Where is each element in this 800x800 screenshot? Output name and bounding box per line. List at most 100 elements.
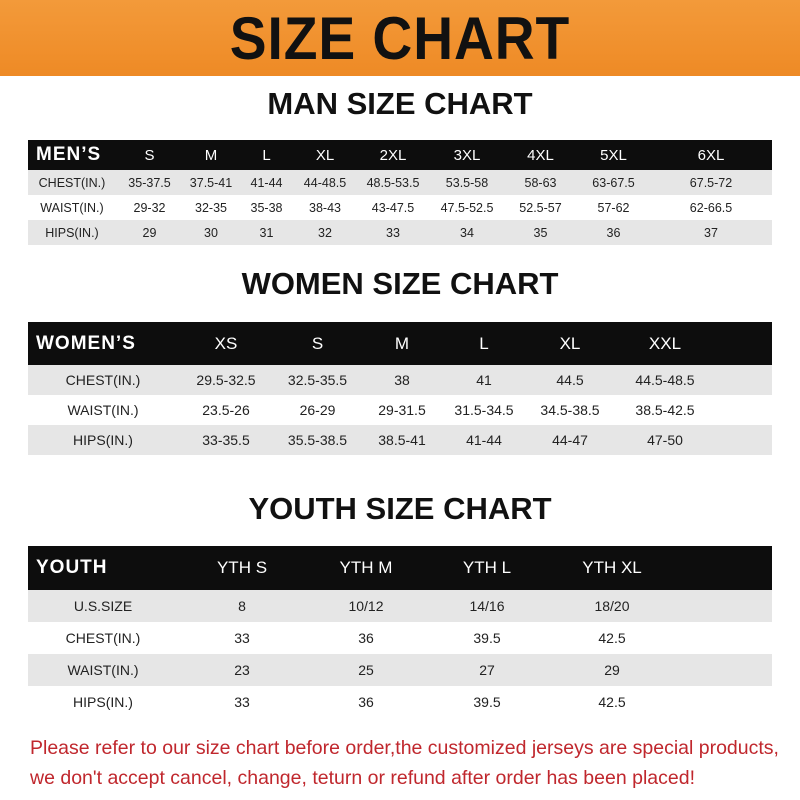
cell-value: 35 xyxy=(504,220,577,245)
table-header-label: WOMEN’S xyxy=(28,322,178,365)
cell-value: 29 xyxy=(548,654,676,686)
size-header: YTH XL xyxy=(548,546,676,590)
row-label: HIPS(IN.) xyxy=(28,425,178,455)
size-header: XS xyxy=(178,322,274,365)
youth-section-title: YOUTH SIZE CHART xyxy=(248,491,552,526)
cell-value: 41 xyxy=(443,365,525,395)
table-row: CHEST(IN.) 33 36 39.5 42.5 xyxy=(28,622,772,654)
row-label: WAIST(IN.) xyxy=(28,195,116,220)
table-header-label: MEN’S xyxy=(28,140,116,170)
cell-value: 34 xyxy=(430,220,504,245)
cell-value: 48.5-53.5 xyxy=(356,170,430,195)
table-row: CHEST(IN.) 29.5-32.5 32.5-35.5 38 41 44.5 44.5… xyxy=(28,365,772,395)
size-header: XL xyxy=(294,140,356,170)
cell-value: 38.5-41 xyxy=(361,425,443,455)
men-size-table: MEN’S S M L XL 2XL 3XL 4XL 5XL 6XL CHEST(IN.) 35-37… xyxy=(28,140,772,245)
cell-value: 23.5-26 xyxy=(178,395,274,425)
cell-value: 39.5 xyxy=(426,622,548,654)
cell-value: 35-37.5 xyxy=(116,170,183,195)
women-size-table: WOMEN’S XS S M L XL XXL CHEST(IN.) 29.5-32.5 32.5… xyxy=(28,322,772,455)
size-header: 6XL xyxy=(650,140,772,170)
row-filler xyxy=(715,365,772,395)
cell-value: 58-63 xyxy=(504,170,577,195)
size-header: YTH S xyxy=(178,546,306,590)
header-filler xyxy=(715,322,772,365)
cell-value: 33 xyxy=(178,622,306,654)
size-header: 2XL xyxy=(356,140,430,170)
cell-value: 37.5-41 xyxy=(183,170,239,195)
cell-value: 36 xyxy=(306,622,426,654)
size-header: 5XL xyxy=(577,140,650,170)
cell-value: 44.5 xyxy=(525,365,615,395)
cell-value: 57-62 xyxy=(577,195,650,220)
cell-value: 41-44 xyxy=(239,170,294,195)
header-filler xyxy=(676,546,772,590)
cell-value: 29 xyxy=(116,220,183,245)
cell-value: 53.5-58 xyxy=(430,170,504,195)
row-label: U.S.SIZE xyxy=(28,590,178,622)
cell-value: 23 xyxy=(178,654,306,686)
row-filler xyxy=(676,622,772,654)
row-label: WAIST(IN.) xyxy=(28,654,178,686)
size-header: L xyxy=(239,140,294,170)
cell-value: 29-31.5 xyxy=(361,395,443,425)
notice-line-2: we don't accept cancel, change, teturn o… xyxy=(30,767,695,789)
cell-value: 25 xyxy=(306,654,426,686)
cell-value: 42.5 xyxy=(548,622,676,654)
row-label: HIPS(IN.) xyxy=(28,686,178,718)
row-filler xyxy=(715,395,772,425)
order-notice: Please refer to our size chart before or… xyxy=(30,733,780,793)
cell-value: 44-48.5 xyxy=(294,170,356,195)
women-section-title: WOMEN SIZE CHART xyxy=(241,266,559,301)
cell-value: 52.5-57 xyxy=(504,195,577,220)
cell-value: 38-43 xyxy=(294,195,356,220)
cell-value: 36 xyxy=(577,220,650,245)
row-filler xyxy=(715,425,772,455)
cell-value: 44.5-48.5 xyxy=(615,365,715,395)
size-header: L xyxy=(443,322,525,365)
row-label: CHEST(IN.) xyxy=(28,622,178,654)
cell-value: 29-32 xyxy=(116,195,183,220)
size-header: M xyxy=(183,140,239,170)
cell-value: 35-38 xyxy=(239,195,294,220)
row-label: WAIST(IN.) xyxy=(28,395,178,425)
title-banner: SIZE CHART xyxy=(0,0,800,76)
size-header: XL xyxy=(525,322,615,365)
cell-value: 63-67.5 xyxy=(577,170,650,195)
cell-value: 36 xyxy=(306,686,426,718)
cell-value: 14/16 xyxy=(426,590,548,622)
size-header: YTH L xyxy=(426,546,548,590)
table-row: HIPS(IN.) 29 30 31 32 33 34 35 36 37 xyxy=(28,220,772,245)
cell-value: 10/12 xyxy=(306,590,426,622)
notice-line-1: Please refer to our size chart before or… xyxy=(30,737,779,759)
cell-value: 26-29 xyxy=(274,395,361,425)
cell-value: 30 xyxy=(183,220,239,245)
table-row: U.S.SIZE 8 10/12 14/16 18/20 xyxy=(28,590,772,622)
cell-value: 43-47.5 xyxy=(356,195,430,220)
cell-value: 35.5-38.5 xyxy=(274,425,361,455)
cell-value: 47-50 xyxy=(615,425,715,455)
cell-value: 33 xyxy=(356,220,430,245)
header-row: YOUTH YTH S YTH M YTH L YTH XL xyxy=(28,546,772,590)
table-row: HIPS(IN.) 33-35.5 35.5-38.5 38.5-41 41-44 44-… xyxy=(28,425,772,455)
table-row: WAIST(IN.) 23 25 27 29 xyxy=(28,654,772,686)
cell-value: 33-35.5 xyxy=(178,425,274,455)
cell-value: 42.5 xyxy=(548,686,676,718)
cell-value: 38 xyxy=(361,365,443,395)
row-filler xyxy=(676,686,772,718)
cell-value: 32-35 xyxy=(183,195,239,220)
size-header: YTH M xyxy=(306,546,426,590)
size-header: 3XL xyxy=(430,140,504,170)
cell-value: 27 xyxy=(426,654,548,686)
table-header-label: YOUTH xyxy=(28,546,178,590)
youth-size-table: YOUTH YTH S YTH M YTH L YTH XL U.S.SIZE 8 10/12… xyxy=(28,546,772,718)
cell-value: 41-44 xyxy=(443,425,525,455)
cell-value: 47.5-52.5 xyxy=(430,195,504,220)
cell-value: 37 xyxy=(650,220,772,245)
size-header: S xyxy=(274,322,361,365)
header-row: WOMEN’S XS S M L XL XXL xyxy=(28,322,772,365)
cell-value: 32.5-35.5 xyxy=(274,365,361,395)
cell-value: 33 xyxy=(178,686,306,718)
cell-value: 67.5-72 xyxy=(650,170,772,195)
table-row: CHEST(IN.) 35-37.5 37.5-41 41-44 44-48.5 48.5… xyxy=(28,170,772,195)
